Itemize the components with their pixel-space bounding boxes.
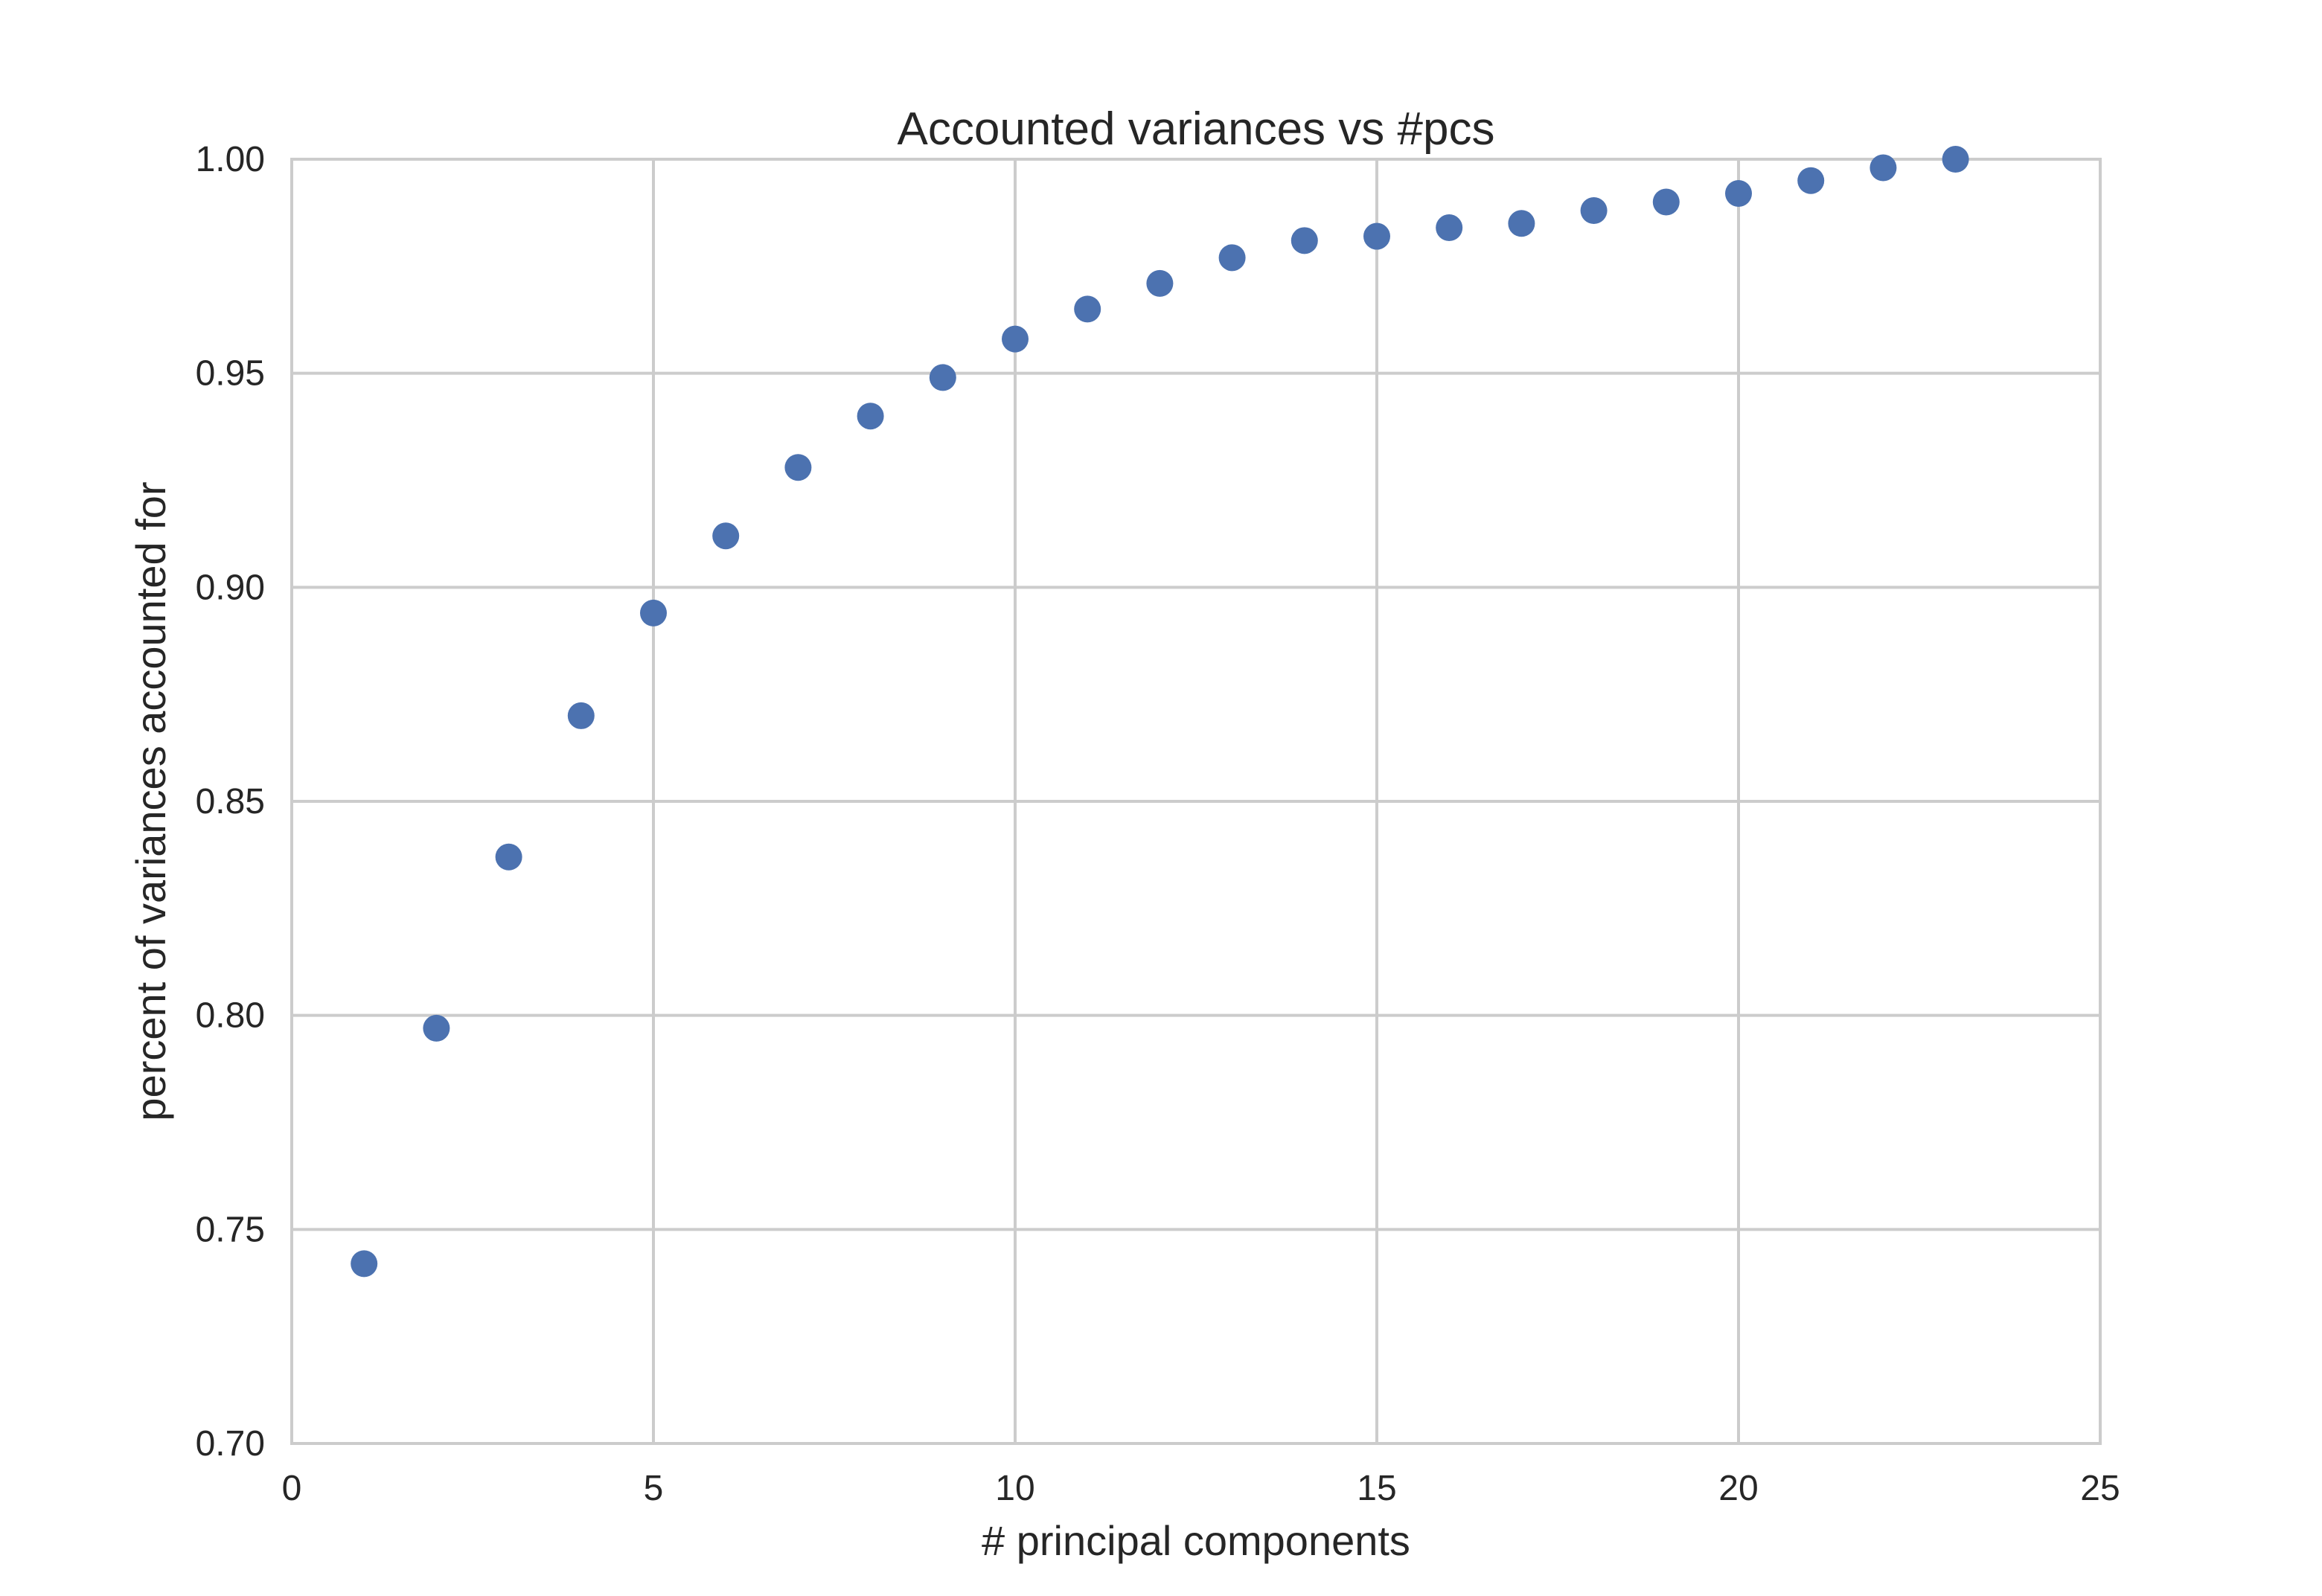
x-tick-label: 10 — [995, 1469, 1034, 1508]
x-axis-label: # principal components — [982, 1517, 1410, 1564]
data-point — [1146, 269, 1174, 297]
y-tick-label: 1.00 — [196, 140, 265, 179]
data-point — [423, 1014, 450, 1042]
y-tick-label: 0.75 — [196, 1210, 265, 1249]
data-point — [1797, 167, 1825, 194]
data-points — [351, 146, 1969, 1278]
y-tick-labels: 0.70 0.75 0.80 0.85 0.90 0.95 1.00 — [196, 140, 265, 1464]
data-point — [640, 599, 667, 626]
data-point — [567, 702, 595, 729]
data-point — [1942, 146, 1969, 173]
data-point — [1580, 197, 1608, 225]
data-point — [1725, 180, 1752, 208]
data-point — [1218, 244, 1246, 272]
y-axis-label: percent of variances accounted for — [127, 481, 174, 1121]
data-point — [1652, 188, 1680, 216]
x-tick-label: 5 — [644, 1469, 664, 1508]
y-tick-label: 0.90 — [196, 568, 265, 607]
data-point — [784, 454, 812, 481]
plot-area — [290, 158, 2102, 1445]
data-point — [857, 403, 884, 430]
grid-layer — [290, 158, 2102, 1445]
data-point — [1002, 325, 1029, 353]
data-point — [1508, 210, 1535, 237]
x-tick-label: 0 — [282, 1469, 302, 1508]
data-point — [1363, 222, 1390, 250]
x-tick-label: 20 — [1718, 1469, 1758, 1508]
y-tick-label: 0.80 — [196, 996, 265, 1036]
x-tick-labels: 0 5 10 15 20 25 — [282, 1469, 2120, 1508]
y-tick-label: 0.85 — [196, 782, 265, 821]
data-point — [929, 364, 956, 391]
x-tick-label: 25 — [2080, 1469, 2120, 1508]
x-tick-label: 15 — [1357, 1469, 1396, 1508]
y-tick-label: 0.95 — [196, 354, 265, 394]
y-tick-label: 0.70 — [196, 1424, 265, 1464]
data-point — [712, 522, 740, 550]
data-point — [1074, 295, 1101, 323]
data-point — [1436, 214, 1463, 242]
data-point — [1290, 227, 1318, 254]
data-point — [1870, 154, 1897, 182]
data-point — [351, 1250, 378, 1278]
data-point — [495, 843, 522, 871]
chart-title: Accounted variances vs #pcs — [898, 103, 1495, 155]
